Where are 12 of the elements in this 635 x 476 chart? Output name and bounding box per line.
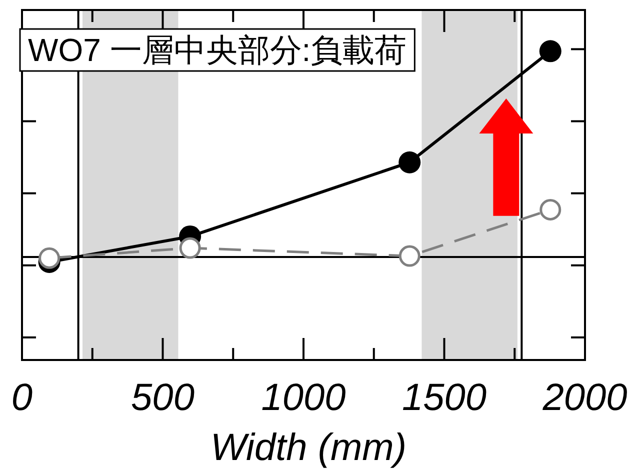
point <box>398 245 420 267</box>
point <box>539 40 562 62</box>
point <box>398 151 421 174</box>
x-tick-label: 0 <box>11 377 33 419</box>
x-axis-title: Width (mm) <box>210 427 406 469</box>
x-tick-label: 1500 <box>402 377 487 419</box>
point <box>179 237 201 259</box>
x-tick-label: 500 <box>131 377 194 419</box>
point <box>38 247 60 269</box>
x-tick-label: 2000 <box>542 377 628 419</box>
x-tick-label: 1000 <box>261 377 346 419</box>
chart-title: WO7 一層中央部分:負載荷 <box>28 32 407 68</box>
